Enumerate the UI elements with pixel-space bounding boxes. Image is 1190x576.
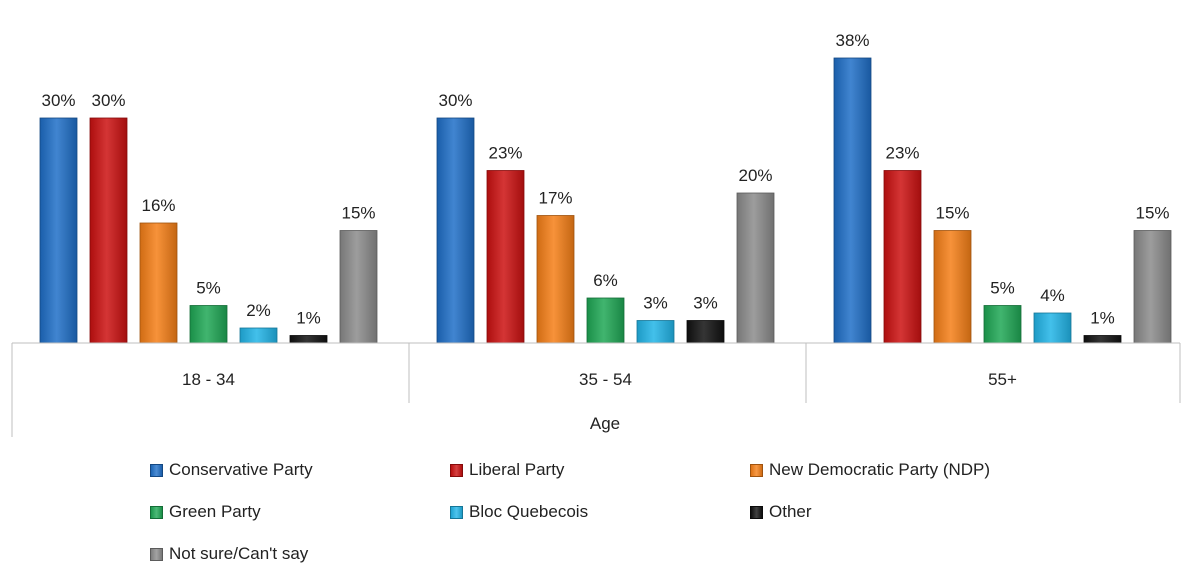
bar-liberal-party-1 [486, 170, 525, 344]
value-label-conservative-party-1: 30% [438, 91, 472, 110]
legend-swatch-other [750, 505, 763, 519]
category-label-2: 55+ [988, 370, 1017, 389]
bar-green-party-2 [983, 305, 1022, 344]
value-label-new-democratic-party-ndp-2: 15% [935, 204, 969, 223]
value-label-other-0: 1% [296, 309, 321, 328]
legend-item-other: Other [750, 502, 812, 522]
value-label-liberal-party-0: 30% [91, 91, 125, 110]
legend-item-conservative-party: Conservative Party [150, 460, 313, 480]
category-label-0: 18 - 34 [182, 370, 235, 389]
bar-new-democratic-party-ndp-2 [933, 230, 972, 344]
bar-liberal-party-0 [89, 117, 128, 344]
value-label-bloc-quebecois-2: 4% [1040, 286, 1065, 305]
x-axis: 18 - 34 35 - 54 55+ [11, 342, 1181, 437]
value-label-liberal-party-1: 23% [488, 144, 522, 163]
value-label-not-sure-can-t-say-2: 15% [1135, 204, 1169, 223]
value-label-liberal-party-2: 23% [885, 144, 919, 163]
legend-label-conservative-party: Conservative Party [169, 460, 313, 479]
value-label-other-1: 3% [693, 294, 718, 313]
bar-bloc-quebecois-0 [239, 327, 278, 344]
bar-green-party-0 [189, 305, 228, 344]
value-label-bloc-quebecois-0: 2% [246, 301, 271, 320]
bar-new-democratic-party-ndp-0 [139, 222, 178, 344]
bar-conservative-party-1 [436, 117, 475, 344]
bar-new-democratic-party-ndp-1 [536, 215, 575, 344]
legend-swatch-liberal-party [450, 463, 463, 477]
bar-other-2 [1083, 335, 1122, 344]
legend-item-liberal-party: Liberal Party [450, 460, 564, 480]
legend-label-green-party: Green Party [169, 502, 261, 521]
value-labels-layer: 30% 30% 16% 5% 2% 1% 15% 30% 23% 17% 6% 3% 3% 20% 38% 2… [41, 31, 1169, 328]
bars-layer [39, 57, 1172, 344]
bar-bloc-quebecois-2 [1033, 312, 1072, 344]
bar-green-party-1 [586, 297, 625, 344]
legend-item-green-party: Green Party [150, 502, 261, 522]
value-label-green-party-0: 5% [196, 279, 221, 298]
bar-conservative-party-2 [833, 57, 872, 344]
bar-conservative-party-0 [39, 117, 78, 344]
legend-swatch-not-sure-can-t-say [150, 547, 163, 561]
legend-label-liberal-party: Liberal Party [469, 460, 565, 479]
value-label-new-democratic-party-ndp-0: 16% [141, 196, 175, 215]
bar-not-sure-can-t-say-0 [339, 230, 378, 344]
x-axis-title: Age [590, 414, 620, 433]
value-label-not-sure-can-t-say-1: 20% [738, 166, 772, 185]
legend-label-other: Other [769, 502, 812, 521]
category-label-1: 35 - 54 [579, 370, 632, 389]
value-label-conservative-party-2: 38% [835, 31, 869, 50]
value-label-green-party-1: 6% [593, 271, 618, 290]
bar-not-sure-can-t-say-2 [1133, 230, 1172, 344]
legend-label-not-sure-can-t-say: Not sure/Can't say [169, 544, 309, 563]
bar-other-0 [289, 335, 328, 344]
legend-swatch-green-party [150, 505, 163, 519]
legend-label-bloc-quebecois: Bloc Quebecois [469, 502, 589, 521]
value-label-bloc-quebecois-1: 3% [643, 294, 668, 313]
bar-not-sure-can-t-say-1 [736, 192, 775, 344]
legend-swatch-bloc-quebecois [450, 505, 463, 519]
legend-item-new-democratic-party-ndp: New Democratic Party (NDP) [750, 460, 990, 480]
bar-other-1 [686, 320, 725, 344]
legend-label-new-democratic-party-ndp: New Democratic Party (NDP) [769, 460, 991, 479]
value-label-other-2: 1% [1090, 309, 1115, 328]
value-label-green-party-2: 5% [990, 279, 1015, 298]
bar-bloc-quebecois-1 [636, 320, 675, 344]
value-label-conservative-party-0: 30% [41, 91, 75, 110]
value-label-not-sure-can-t-say-0: 15% [341, 204, 375, 223]
legend-item-bloc-quebecois: Bloc Quebecois [450, 502, 588, 522]
legend-swatch-conservative-party [150, 463, 163, 477]
legend-swatch-new-democratic-party-ndp [750, 463, 763, 477]
bar-chart: 30% 30% 16% 5% 2% 1% 15% 30% 23% 17% 6% 3% 3% 20% 38% 2… [11, 31, 1181, 437]
value-label-new-democratic-party-ndp-1: 17% [538, 189, 572, 208]
bar-liberal-party-2 [883, 170, 922, 344]
legend-item-not-sure-can-t-say: Not sure/Can't say [150, 544, 308, 564]
